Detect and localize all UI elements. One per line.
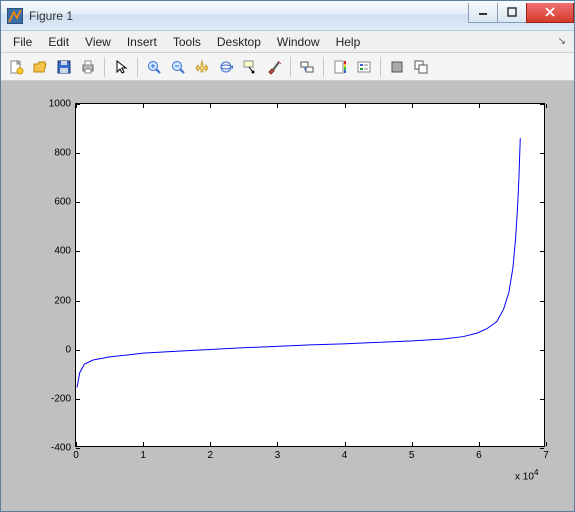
x-tick-label: 6 bbox=[476, 450, 482, 461]
x-tick-label: 4 bbox=[342, 450, 348, 461]
minimize-button[interactable] bbox=[468, 3, 498, 23]
x-tick-label: 7 bbox=[543, 450, 549, 461]
x-exponent-label: x 104 bbox=[515, 467, 539, 482]
open-icon[interactable] bbox=[29, 56, 51, 78]
show-plot-tools-icon[interactable] bbox=[410, 56, 432, 78]
zoom-out-icon[interactable] bbox=[167, 56, 189, 78]
axes[interactable]: -400-2000200400600800100001234567 bbox=[75, 103, 545, 447]
print-icon[interactable] bbox=[77, 56, 99, 78]
menu-desktop[interactable]: Desktop bbox=[209, 33, 269, 51]
menu-file[interactable]: File bbox=[5, 33, 40, 51]
pointer-icon[interactable] bbox=[110, 56, 132, 78]
figure-window: Figure 1 File Edit View Insert Tools Des… bbox=[0, 0, 575, 512]
rotate-3d-icon[interactable] bbox=[215, 56, 237, 78]
line-plot bbox=[76, 104, 544, 446]
link-data-icon[interactable] bbox=[296, 56, 318, 78]
y-tick-label: 800 bbox=[54, 148, 71, 159]
menu-edit[interactable]: Edit bbox=[40, 33, 77, 51]
menu-view[interactable]: View bbox=[77, 33, 119, 51]
hide-plot-tools-icon[interactable] bbox=[386, 56, 408, 78]
menubar: File Edit View Insert Tools Desktop Wind… bbox=[1, 31, 574, 53]
zoom-in-icon[interactable] bbox=[143, 56, 165, 78]
brush-icon[interactable] bbox=[263, 56, 285, 78]
save-icon[interactable] bbox=[53, 56, 75, 78]
dock-icon[interactable]: ↘ bbox=[558, 36, 570, 47]
legend-icon[interactable] bbox=[353, 56, 375, 78]
figure-area[interactable]: -400-2000200400600800100001234567 x 104 bbox=[1, 81, 574, 511]
y-tick-label: 1000 bbox=[49, 99, 71, 110]
y-tick-label: 0 bbox=[65, 344, 71, 355]
data-cursor-icon[interactable] bbox=[239, 56, 261, 78]
y-tick-label: -200 bbox=[51, 393, 71, 404]
toolbar bbox=[1, 53, 574, 81]
y-tick-label: -400 bbox=[51, 443, 71, 454]
pan-icon[interactable] bbox=[191, 56, 213, 78]
x-tick-label: 1 bbox=[140, 450, 146, 461]
new-figure-icon[interactable] bbox=[5, 56, 27, 78]
titlebar[interactable]: Figure 1 bbox=[1, 1, 574, 31]
window-title: Figure 1 bbox=[29, 9, 469, 23]
y-tick-label: 600 bbox=[54, 197, 71, 208]
y-tick-label: 400 bbox=[54, 246, 71, 257]
menu-insert[interactable]: Insert bbox=[119, 33, 165, 51]
close-button[interactable] bbox=[526, 3, 574, 23]
menu-tools[interactable]: Tools bbox=[165, 33, 209, 51]
x-tick-label: 3 bbox=[275, 450, 281, 461]
app-icon bbox=[7, 8, 23, 24]
x-tick-label: 2 bbox=[208, 450, 214, 461]
colorbar-icon[interactable] bbox=[329, 56, 351, 78]
x-tick-label: 5 bbox=[409, 450, 415, 461]
window-buttons bbox=[469, 3, 574, 23]
menu-help[interactable]: Help bbox=[328, 33, 369, 51]
maximize-button[interactable] bbox=[497, 3, 527, 23]
menu-window[interactable]: Window bbox=[269, 33, 328, 51]
y-tick-label: 200 bbox=[54, 295, 71, 306]
x-tick-label: 0 bbox=[73, 450, 79, 461]
